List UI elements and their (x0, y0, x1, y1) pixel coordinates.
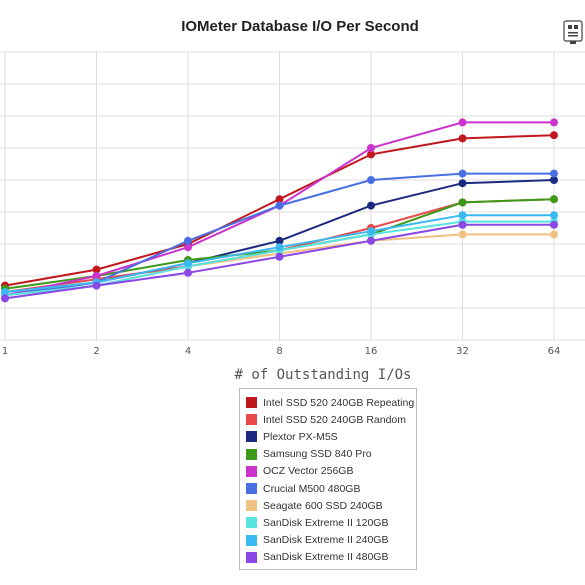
data-point (92, 281, 101, 290)
data-point (367, 236, 375, 245)
legend-item: Samsung SSD 840 Pro (246, 446, 416, 463)
x-tick-label: 8 (276, 346, 282, 357)
x-tick-label: 32 (456, 346, 469, 357)
legend-item: Crucial M500 480GB (246, 480, 416, 497)
data-point (275, 201, 284, 210)
data-point (275, 236, 284, 245)
x-tick-label: 1 (2, 346, 8, 357)
x-tick-label: 2 (93, 346, 99, 357)
logo-icon (561, 19, 585, 45)
data-point (550, 230, 558, 239)
data-point (550, 131, 558, 140)
data-point (1, 288, 9, 296)
legend-item: SanDisk Extreme II 240GB (246, 532, 416, 549)
x-axis-ticks: 1 2 4 8 16 32 64 (2, 346, 561, 357)
legend-swatch (246, 465, 257, 477)
data-point (458, 179, 467, 188)
legend-swatch (246, 500, 257, 512)
data-point (275, 195, 284, 204)
data-point (367, 201, 375, 210)
legend-item: SanDisk Extreme II 120GB (246, 514, 416, 531)
x-axis-label: # of Outstanding I/Os (234, 367, 411, 383)
legend-label: SanDisk Extreme II 480GB (263, 551, 389, 564)
data-point (458, 211, 467, 220)
legend-item: SanDisk Extreme II 480GB (246, 549, 416, 566)
legend-label: SanDisk Extreme II 120GB (263, 516, 389, 529)
x-tick-label: 16 (365, 346, 378, 357)
chart-grid (0, 51, 585, 341)
legend-label: Intel SSD 520 240GB Repeating (263, 396, 415, 409)
data-point (550, 118, 558, 127)
data-point (275, 243, 284, 252)
legend-label: Samsung SSD 840 Pro (263, 448, 372, 461)
data-point (458, 169, 467, 178)
data-point (458, 198, 467, 207)
data-point (367, 144, 375, 152)
chart-title: IOMeter Database I/O Per Second (181, 18, 419, 35)
legend-swatch (246, 534, 257, 546)
data-point (550, 195, 558, 204)
data-point (92, 272, 101, 280)
data-point (367, 150, 375, 159)
data-point (184, 268, 192, 277)
data-point (92, 265, 101, 274)
data-point (367, 227, 375, 236)
legend-swatch (246, 448, 257, 460)
data-point (275, 252, 284, 261)
data-point (550, 211, 558, 220)
series-9 (1, 220, 558, 303)
legend-item: Intel SSD 520 240GB Random (246, 411, 416, 428)
legend-label: Crucial M500 480GB (263, 482, 361, 495)
data-point (550, 220, 558, 229)
data-point (1, 294, 9, 303)
data-point (367, 176, 375, 184)
data-point (184, 236, 192, 245)
data-point (184, 259, 192, 268)
legend-swatch (246, 551, 257, 563)
data-point (550, 176, 558, 184)
legend-swatch (246, 397, 257, 409)
x-tick-label: 64 (548, 346, 561, 357)
x-tick-label: 4 (185, 346, 191, 357)
legend-swatch (246, 414, 257, 426)
data-point (458, 230, 467, 239)
data-point (458, 134, 467, 143)
data-point (458, 118, 467, 127)
chart-legend: Intel SSD 520 240GB Repeating Intel SSD 5… (239, 388, 417, 570)
legend-swatch (246, 483, 257, 495)
legend-item: Plextor PX-M5S (246, 428, 416, 445)
legend-item: Intel SSD 520 240GB Repeating (246, 394, 416, 411)
legend-label: SanDisk Extreme II 240GB (263, 534, 389, 547)
legend-item: Seagate 600 SSD 240GB (246, 497, 416, 514)
series-group (1, 118, 558, 303)
data-point (550, 169, 558, 178)
legend-swatch (246, 431, 257, 443)
legend-label: Plextor PX-M5S (263, 430, 338, 443)
data-point (184, 243, 192, 252)
legend-swatch (246, 517, 257, 529)
legend-item: OCZ Vector 256GB (246, 463, 416, 480)
data-point (458, 220, 467, 229)
legend-label: Seagate 600 SSD 240GB (263, 499, 383, 512)
legend-label: OCZ Vector 256GB (263, 465, 354, 478)
legend-label: Intel SSD 520 240GB Random (263, 413, 407, 426)
